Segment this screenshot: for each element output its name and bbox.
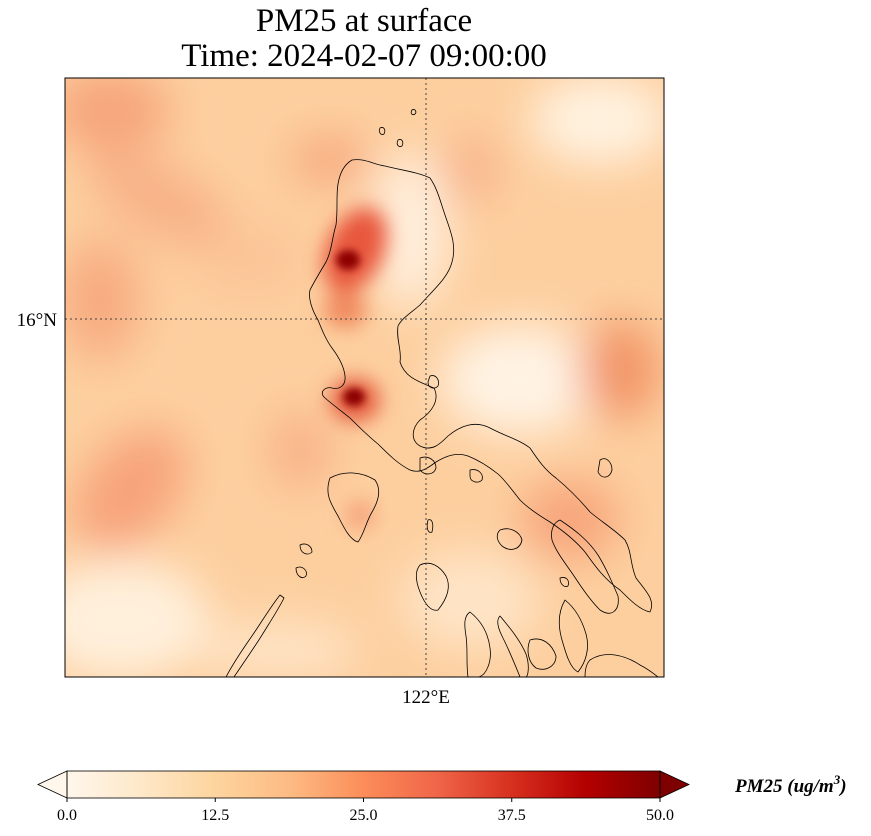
lubang-coastline <box>299 543 313 555</box>
negros-coastline <box>464 611 491 677</box>
colorbar-tick-4: 50.0 <box>646 807 674 824</box>
coastlines <box>225 109 659 677</box>
map-title: PM25 at surface Time: 2024-02-07 09:00:0… <box>64 4 664 74</box>
babuyan-coastline <box>378 127 386 135</box>
title-line-2: Time: 2024-02-07 09:00:00 <box>181 38 547 74</box>
colorbar-title: PM25 (ug/m3) <box>734 772 847 797</box>
colorbar-tick-3: 37.5 <box>498 807 526 824</box>
title-line-1: PM25 at surface <box>255 3 473 39</box>
luzon-coastline <box>309 159 653 613</box>
tablas-coastline <box>426 519 434 533</box>
leyte-coastline <box>558 599 588 673</box>
colorbar-tick-0: 0.0 <box>57 807 77 824</box>
colorbar: 0.0 12.5 25.0 37.5 50.0 PM25 (ug/m3) <box>37 770 847 824</box>
colorbar-title-sup: 3 <box>833 772 841 787</box>
panay-coastline <box>415 562 449 611</box>
colorbar-tick-2: 25.0 <box>350 807 378 824</box>
map-frame <box>64 77 665 678</box>
mindanao-coastline <box>584 654 659 677</box>
colorbar-title-close: ) <box>838 776 846 797</box>
palawan-coastline <box>225 594 285 677</box>
colorbar-title-main: PM25 (ug/m <box>734 776 834 797</box>
marinduque-coastline <box>419 456 437 475</box>
busuanga-coastline <box>295 566 307 578</box>
cebu-coastline <box>497 615 529 677</box>
polillo-coastline <box>427 375 439 389</box>
samar-coastline <box>551 519 619 614</box>
bohol-coastline <box>527 638 557 670</box>
camotes-coastline <box>559 577 569 587</box>
batanes-coastline <box>410 109 417 116</box>
lon-tick-label: 122°E <box>402 687 450 708</box>
lat-tick-label: 16°N <box>17 310 58 331</box>
masbate-coastline <box>496 528 523 550</box>
burias-coastline <box>469 469 483 483</box>
colorbar-extend-low <box>37 770 68 799</box>
mindoro-coastline <box>327 472 380 543</box>
hotspot-markers <box>336 250 365 406</box>
catanduanes-coastline <box>597 458 613 478</box>
central-luzon-hotspot <box>343 388 365 406</box>
calayan-coastline <box>396 139 404 147</box>
colorbar-extend-high <box>659 770 690 799</box>
colorbar-gradient <box>67 771 660 798</box>
colorbar-tick-1: 12.5 <box>201 807 229 824</box>
northwest-luzon-hotspot <box>336 250 360 270</box>
